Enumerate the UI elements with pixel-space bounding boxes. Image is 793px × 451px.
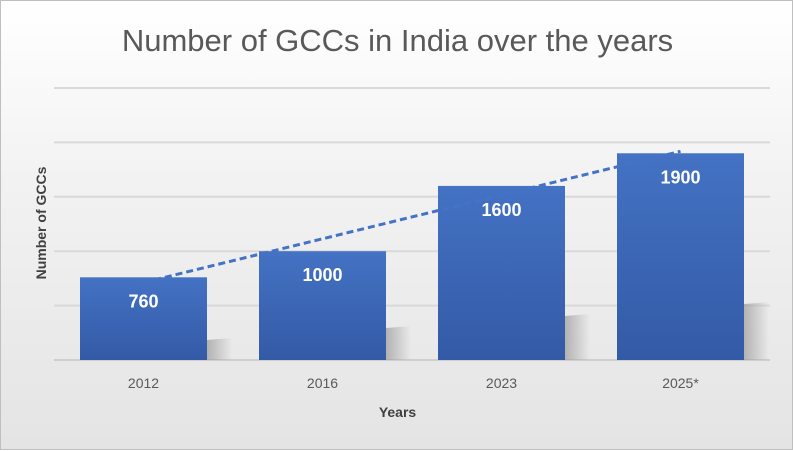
bar-shadow (386, 326, 411, 360)
bar (438, 185, 565, 360)
bar (259, 251, 386, 360)
data-label: 1600 (481, 200, 521, 220)
x-tick-label: 2016 (307, 375, 338, 391)
x-tick-label: 2025* (662, 375, 699, 391)
bar (617, 153, 744, 360)
chart-title: Number of GCCs in India over the years (121, 23, 674, 58)
x-tick-label: 2012 (128, 375, 159, 391)
bar-shadow (744, 302, 769, 360)
data-label: 1900 (660, 167, 700, 187)
x-tick-label: 2023 (486, 375, 517, 391)
bar-shadow (207, 338, 232, 360)
x-axis-label: Years (378, 404, 417, 420)
data-label: 1000 (302, 265, 342, 285)
bar-shadow (565, 314, 590, 360)
trendline (143, 149, 681, 284)
bar (80, 277, 207, 360)
data-label: 760 (128, 291, 158, 311)
